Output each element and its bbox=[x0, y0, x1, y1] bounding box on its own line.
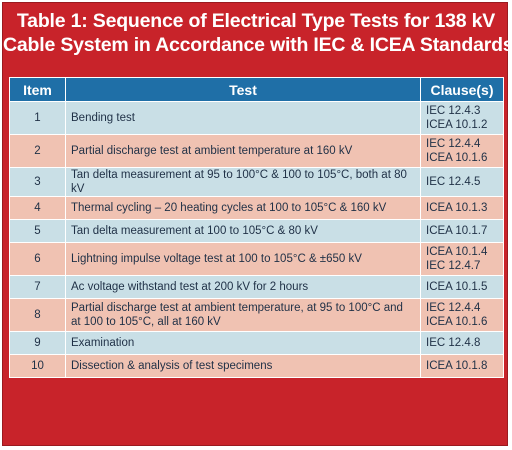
item-number: 10 bbox=[9, 354, 66, 378]
test-description: Ac voltage withstand test at 200 kV for … bbox=[65, 275, 421, 299]
test-description: Examination bbox=[65, 331, 421, 355]
clause-cell: ICEA 10.1.5 bbox=[420, 275, 504, 299]
item-number: 9 bbox=[9, 331, 66, 355]
item-number: 7 bbox=[9, 275, 66, 299]
table-row: 7 Ac voltage withstand test at 200 kV for… bbox=[9, 275, 504, 299]
column-header-test: Test bbox=[65, 77, 421, 102]
table-title: Table 1: Sequence of Electrical Type Tes… bbox=[3, 9, 512, 57]
clause-cell: IEC 12.4.3 ICEA 10.1.2 bbox=[420, 101, 504, 135]
table-row: 1 Bending test IEC 12.4.3 ICEA 10.1.2 bbox=[9, 101, 504, 135]
test-description: Partial discharge test at ambient temper… bbox=[65, 134, 421, 168]
clause-reference: IEC 12.4.7 bbox=[426, 260, 481, 272]
item-number: 6 bbox=[9, 242, 66, 276]
clause-reference: ICEA 10.1.8 bbox=[426, 360, 488, 372]
clause-reference: IEC 12.4.5 bbox=[426, 176, 481, 188]
table-body: 1 Bending test IEC 12.4.3 ICEA 10.1.2 2 Parti… bbox=[9, 101, 504, 378]
test-description: Bending test bbox=[65, 101, 421, 135]
table-row: 2 Partial discharge test at ambient tempe… bbox=[9, 134, 504, 168]
table-row: 6 Lightning impulse voltage test at 100 t… bbox=[9, 242, 504, 276]
type-tests-table: Item Test Clause(s) 1 Bending test IEC 12.… bbox=[9, 77, 504, 378]
test-description: Lightning impulse voltage test at 100 to… bbox=[65, 242, 421, 276]
table-row: 8 Partial discharge test at ambient tempe… bbox=[9, 298, 504, 332]
table-row: 9 Examination IEC 12.4.8 bbox=[9, 331, 504, 355]
clause-reference: ICEA 10.1.7 bbox=[426, 225, 488, 237]
clause-reference: ICEA 10.1.3 bbox=[426, 202, 488, 214]
clause-cell: IEC 12.4.8 bbox=[420, 331, 504, 355]
clause-reference: IEC 12.4.4 bbox=[426, 138, 481, 150]
clause-reference: ICEA 10.1.6 bbox=[426, 152, 488, 164]
item-number: 4 bbox=[9, 196, 66, 220]
clause-reference: ICEA 10.1.2 bbox=[426, 119, 488, 131]
column-header-clauses: Clause(s) bbox=[420, 77, 504, 102]
item-number: 1 bbox=[9, 101, 66, 135]
clause-cell: ICEA 10.1.4 IEC 12.4.7 bbox=[420, 242, 504, 276]
test-description: Tan delta measurement at 95 to 100°C & 1… bbox=[65, 167, 421, 197]
clause-cell: IEC 12.4.4 ICEA 10.1.6 bbox=[420, 134, 504, 168]
test-description: Dissection & analysis of test specimens bbox=[65, 354, 421, 378]
clause-reference: ICEA 10.1.5 bbox=[426, 281, 488, 293]
item-number: 8 bbox=[9, 298, 66, 332]
clause-reference: IEC 12.4.3 bbox=[426, 105, 481, 117]
clause-cell: IEC 12.4.4 ICEA 10.1.6 bbox=[420, 298, 504, 332]
test-description: Thermal cycling – 20 heating cycles at 1… bbox=[65, 196, 421, 220]
clause-cell: ICEA 10.1.3 bbox=[420, 196, 504, 220]
table-row: 5 Tan delta measurement at 100 to 105°C &… bbox=[9, 219, 504, 243]
column-header-item: Item bbox=[9, 77, 66, 102]
title-line-2: Cable System in Accordance with IEC & IC… bbox=[3, 34, 512, 56]
item-number: 3 bbox=[9, 167, 66, 197]
clause-cell: ICEA 10.1.8 bbox=[420, 354, 504, 378]
title-line-1: Table 1: Sequence of Electrical Type Tes… bbox=[16, 10, 496, 32]
item-number: 2 bbox=[9, 134, 66, 168]
test-description: Tan delta measurement at 100 to 105°C & … bbox=[65, 219, 421, 243]
clause-reference: IEC 12.4.4 bbox=[426, 302, 481, 314]
clause-cell: ICEA 10.1.7 bbox=[420, 219, 504, 243]
header-row: Item Test Clause(s) bbox=[9, 77, 504, 102]
table-row: 4 Thermal cycling – 20 heating cycles at … bbox=[9, 196, 504, 220]
clause-cell: IEC 12.4.5 bbox=[420, 167, 504, 197]
test-description: Partial discharge test at ambient temper… bbox=[65, 298, 421, 332]
table-row: 3 Tan delta measurement at 95 to 100°C & … bbox=[9, 167, 504, 197]
clause-reference: IEC 12.4.8 bbox=[426, 337, 481, 349]
clause-reference: ICEA 10.1.6 bbox=[426, 316, 488, 328]
item-number: 5 bbox=[9, 219, 66, 243]
clause-reference: ICEA 10.1.4 bbox=[426, 246, 488, 258]
table-row: 10 Dissection & analysis of test specimen… bbox=[9, 354, 504, 378]
